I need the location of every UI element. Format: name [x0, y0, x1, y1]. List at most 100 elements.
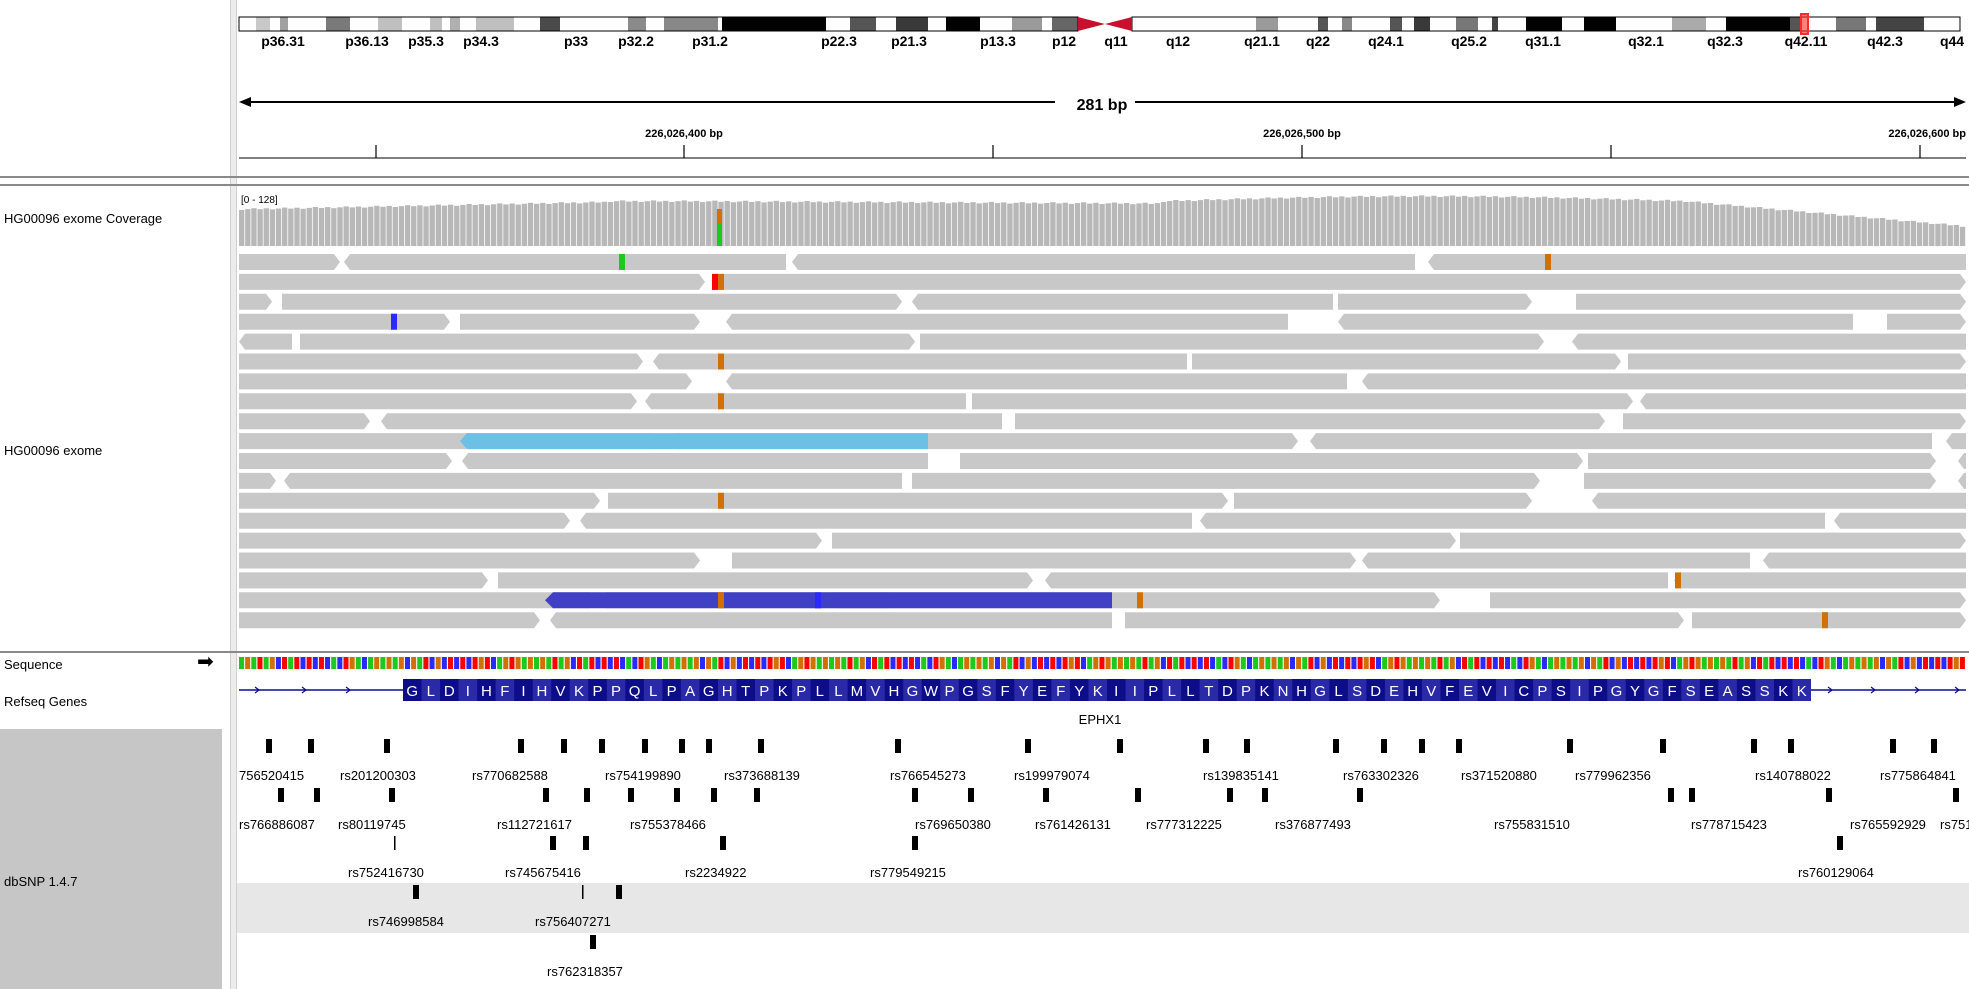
- sequence-base: [613, 657, 619, 669]
- ideogram-band-shape: [928, 17, 946, 31]
- feature-panel-divider[interactable]: [0, 651, 1969, 653]
- sequence-base: [939, 657, 945, 669]
- coverage-bar: [1591, 199, 1597, 246]
- snp-label: rs761426131: [1035, 817, 1111, 832]
- coverage-bar: [1259, 198, 1265, 246]
- amino-acid-label: E: [1389, 683, 1399, 700]
- coverage-bar: [699, 202, 706, 246]
- aligned-read: [1460, 532, 1966, 549]
- amino-acid-label: L: [649, 683, 657, 700]
- aligned-read: [1015, 413, 1605, 430]
- strand-arrow-icon: [1870, 686, 1876, 694]
- coverage-bar: [1388, 195, 1394, 246]
- sequence-track-name[interactable]: Sequence: [4, 657, 63, 672]
- amino-acid-label: F: [1001, 683, 1010, 700]
- ideogram-band-shape: [326, 17, 350, 31]
- amino-acid-label: C: [1518, 683, 1529, 700]
- coverage-bar: [613, 201, 620, 246]
- coverage-bar: [1351, 196, 1357, 246]
- header-divider[interactable]: [0, 176, 1969, 178]
- coverage-bar: [355, 206, 362, 246]
- amino-acid-label: N: [1278, 683, 1289, 700]
- ideogram-band-label: p31.2: [692, 33, 728, 49]
- sequence-base: [1044, 657, 1050, 669]
- coverage-bar: [1800, 211, 1806, 247]
- snp-label: rs762318357: [547, 964, 623, 979]
- ideogram-band-shape: [476, 17, 514, 31]
- coverage-bar: [288, 208, 294, 246]
- coverage-bar: [1296, 196, 1302, 246]
- amino-acid-shade: [1199, 679, 1219, 701]
- snp-marker: [308, 739, 314, 753]
- snp-marker: [1025, 739, 1031, 753]
- coverage-bar: [1935, 223, 1941, 247]
- coverage-bar: [1425, 196, 1431, 246]
- amino-acid-label: G: [1611, 683, 1623, 700]
- coverage-bar: [306, 207, 312, 246]
- sequence-base: [558, 657, 564, 669]
- coverage-bar: [1203, 199, 1210, 246]
- sequence-base: [1763, 657, 1769, 669]
- amino-acid-label: G: [1314, 683, 1326, 700]
- sequence-base: [1400, 657, 1406, 669]
- ruler: 281 bp 226,026,400 bp 226,026,500 bp 226,02…: [239, 97, 1966, 159]
- sequence-base: [736, 657, 742, 669]
- coverage-bar: [1326, 196, 1333, 246]
- coverage-track[interactable]: [0 - 128]: [239, 195, 1966, 247]
- sequence-base: [386, 657, 392, 669]
- coverage-bar: [521, 203, 528, 246]
- coverage-bar: [1523, 196, 1529, 246]
- chromosome-ideogram[interactable]: p36.31 p36.13 p35.3 p34.3 p33 p32.2 p31.2 p22.3…: [238, 13, 1964, 49]
- sequence-base: [1191, 657, 1197, 669]
- coverage-bar: [263, 208, 269, 246]
- sequence-base: [521, 657, 527, 669]
- sequence-strand-arrow-icon[interactable]: ➡: [197, 651, 214, 673]
- coverage-track-name[interactable]: HG00096 exome Coverage: [4, 211, 163, 226]
- sequence-base: [355, 657, 361, 669]
- coverage-bar: [429, 205, 435, 246]
- sequence-base: [1836, 657, 1842, 669]
- coverage-bar: [1830, 214, 1837, 246]
- amino-acid-label: A: [685, 683, 695, 700]
- amino-acid-shade: [1236, 679, 1256, 701]
- coverage-bar: [325, 207, 331, 246]
- amino-acid-label: I: [521, 683, 525, 700]
- refseq-track-name[interactable]: Refseq Genes: [4, 694, 88, 709]
- coverage-bar: [1597, 198, 1603, 246]
- dbsnp-track-name[interactable]: dbSNP 1.4.7: [4, 874, 78, 889]
- sequence-base: [994, 657, 1000, 669]
- amino-acid-label: S: [1760, 683, 1770, 700]
- aligned-read: [462, 453, 928, 469]
- snp-marker: [1689, 788, 1695, 802]
- header-divider-2: [0, 184, 1969, 186]
- snp-label: rs371520880: [1461, 768, 1537, 783]
- sequence-base: [915, 657, 921, 669]
- ideogram-band-label: p22.3: [821, 33, 857, 49]
- sequence-base: [1425, 657, 1431, 669]
- ideogram-band-shape: [1924, 17, 1960, 31]
- sequence-base: [1093, 657, 1099, 669]
- sequence-base: [1652, 657, 1658, 669]
- snp-marker: [711, 788, 717, 802]
- sequence-base: [767, 657, 773, 669]
- coverage-bar: [1498, 197, 1505, 246]
- snp-marker: [895, 739, 901, 753]
- ideogram-band-shape: [1584, 17, 1616, 31]
- coverage-bar: [484, 205, 491, 246]
- ideogram-band-label: q32.1: [1628, 33, 1664, 49]
- ideogram-band-shape: [1430, 17, 1456, 31]
- alignment-track[interactable]: [239, 254, 1966, 629]
- coverage-bar: [1855, 217, 1861, 246]
- coverage-range-label: [0 - 128]: [241, 195, 278, 206]
- ideogram-band-shape: [1256, 17, 1278, 31]
- panel-divider[interactable]: [230, 0, 237, 989]
- sequence-base: [294, 657, 300, 669]
- dbsnp-track[interactable]: 756520415 rs201200303 rs770682588 rs7541998…: [239, 739, 1969, 979]
- coverage-bar: [1664, 199, 1671, 246]
- aligned-read: [1834, 512, 1966, 529]
- alignment-track-name[interactable]: HG00096 exome: [4, 443, 103, 458]
- coverage-bar: [1044, 203, 1050, 246]
- coverage-bar: [1701, 203, 1708, 247]
